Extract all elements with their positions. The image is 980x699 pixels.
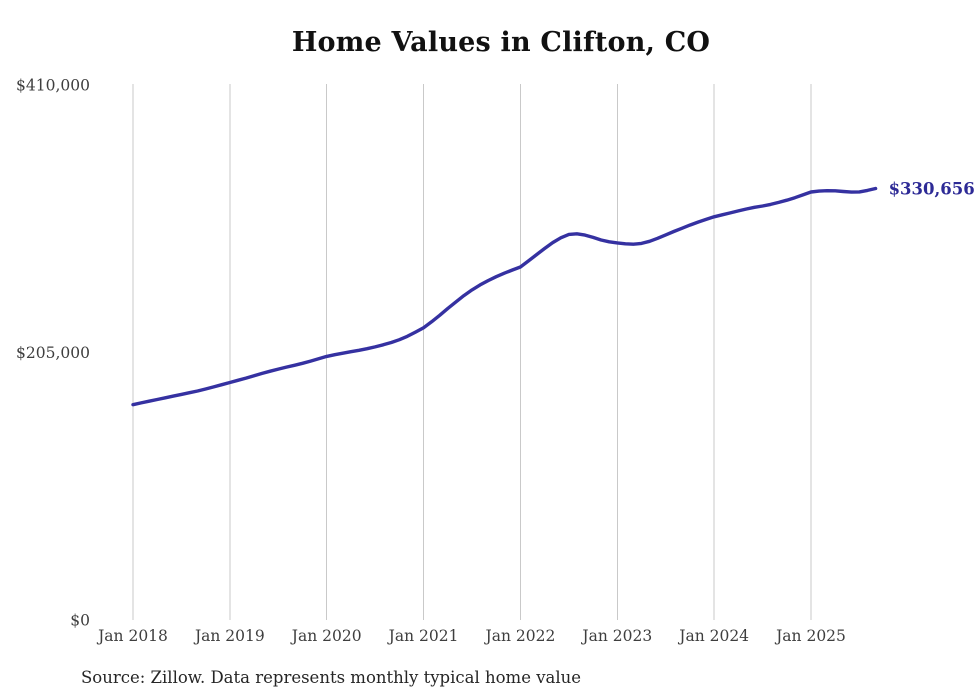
x-tick-label: Jan 2025	[774, 627, 846, 645]
x-tick-label: Jan 2024	[677, 627, 749, 645]
y-tick-label: $0	[70, 612, 90, 630]
x-tick-label: Jan 2022	[484, 627, 556, 645]
x-tick-label: Jan 2018	[96, 627, 168, 645]
x-tick-label: Jan 2023	[580, 627, 652, 645]
y-tick-label: $205,000	[16, 344, 90, 362]
y-tick-label: $410,000	[16, 77, 90, 95]
x-tick-label: Jan 2019	[193, 627, 265, 645]
x-tick-label: Jan 2020	[290, 627, 362, 645]
chart-title: Home Values in Clifton, CO	[291, 27, 711, 58]
source-note: Source: Zillow. Data represents monthly …	[81, 668, 582, 687]
home-value-line	[131, 186, 878, 407]
x-tick-label: Jan 2021	[387, 627, 459, 645]
latest-value-label: $330,656	[889, 180, 975, 199]
